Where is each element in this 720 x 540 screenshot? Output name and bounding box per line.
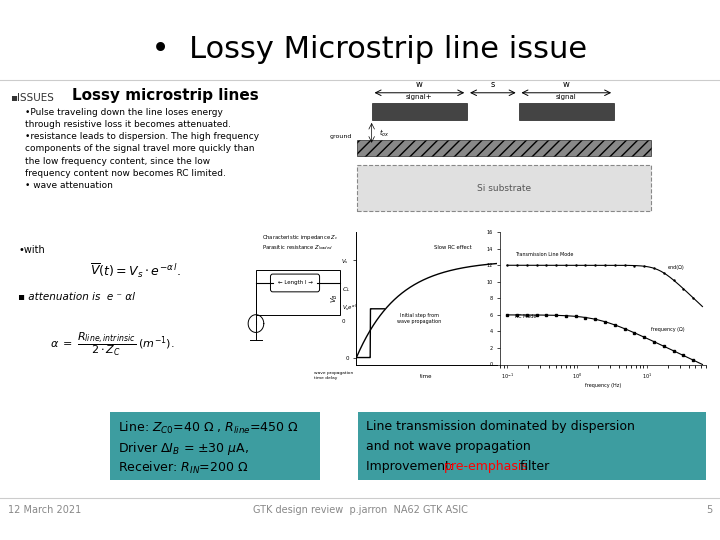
Text: •with: •with <box>18 245 45 255</box>
Text: Line transmission dominated by dispersion: Line transmission dominated by dispersio… <box>366 420 635 433</box>
FancyBboxPatch shape <box>271 274 320 292</box>
Text: $t_{ox}$: $t_{ox}$ <box>379 128 390 139</box>
Text: 5: 5 <box>706 505 712 515</box>
Text: 12 March 2021: 12 March 2021 <box>8 505 81 515</box>
Text: Improvement:: Improvement: <box>366 460 458 473</box>
Text: •Pulse traveling down the line loses energy
through resistive loss it becomes at: •Pulse traveling down the line loses ene… <box>25 108 259 190</box>
Text: Lossy microstrip lines: Lossy microstrip lines <box>71 88 258 103</box>
Text: pre-emphasis: pre-emphasis <box>444 460 529 473</box>
Text: Characteristic impedance $Z_c$: Characteristic impedance $Z_c$ <box>261 233 338 241</box>
Text: Line: $Z_{C0}$=40 $\Omega$ , $R_{line}$=450 $\Omega$: Line: $Z_{C0}$=40 $\Omega$ , $R_{line}$=… <box>118 420 299 436</box>
Bar <box>110 412 320 480</box>
Bar <box>518 103 614 120</box>
Text: Initial step from
wave propagation: Initial step from wave propagation <box>397 313 441 323</box>
Text: w: w <box>416 80 423 89</box>
Bar <box>358 412 706 480</box>
Text: ▪ISSUES: ▪ISSUES <box>10 93 54 103</box>
Text: ▪ attenuation is  e ⁻ αl: ▪ attenuation is e ⁻ αl <box>18 292 135 302</box>
Text: $C_L$: $C_L$ <box>342 285 351 294</box>
Text: Driver $\Delta I_B$ = $\pm$30 $\mu$A,: Driver $\Delta I_B$ = $\pm$30 $\mu$A, <box>118 440 249 457</box>
Text: signal: signal <box>556 94 577 100</box>
Bar <box>357 140 651 156</box>
Text: •  Lossy Microstrip line issue: • Lossy Microstrip line issue <box>132 35 588 64</box>
X-axis label: frequency (Hz): frequency (Hz) <box>585 383 621 388</box>
Text: Receiver: $R_{IN}$=200 $\Omega$: Receiver: $R_{IN}$=200 $\Omega$ <box>118 460 248 476</box>
Text: RC Mode: RC Mode <box>515 314 536 319</box>
Text: Slow RC effect: Slow RC effect <box>433 245 472 250</box>
Text: filter: filter <box>516 460 549 473</box>
Text: signal+: signal+ <box>406 94 433 100</box>
Text: ← Length l →: ← Length l → <box>278 280 312 286</box>
Text: 0: 0 <box>342 319 346 323</box>
Text: and not wave propagation: and not wave propagation <box>366 440 531 453</box>
Text: s: s <box>490 80 495 89</box>
Text: Si substrate: Si substrate <box>477 184 531 193</box>
Bar <box>357 165 651 211</box>
Text: w: w <box>563 80 570 89</box>
Text: $V_s e^{\alpha l}$: $V_s e^{\alpha l}$ <box>342 303 357 313</box>
Text: wave propagation
time delay: wave propagation time delay <box>314 372 354 380</box>
Text: $\overline{V}(t) = V_s \cdot e^{-\alpha\, l}.$: $\overline{V}(t) = V_s \cdot e^{-\alpha\… <box>90 262 181 280</box>
Text: time: time <box>420 374 433 379</box>
Y-axis label: $V_B$: $V_B$ <box>330 293 340 303</box>
Text: Parasitic resistance $Z_{loaded}$: Parasitic resistance $Z_{loaded}$ <box>261 242 333 252</box>
Text: frequency (Ω): frequency (Ω) <box>651 327 685 333</box>
Text: ground: ground <box>330 134 352 139</box>
Text: end(Ω): end(Ω) <box>668 265 685 271</box>
Text: $\alpha\;=\;\dfrac{R_{line,intrinsic}}{2\cdot Z_C}\;(m^{-1}).$: $\alpha\;=\;\dfrac{R_{line,intrinsic}}{2… <box>50 330 175 358</box>
Text: I: I <box>255 321 257 326</box>
Bar <box>256 270 340 315</box>
Text: GTK design review  p.jarron  NA62 GTK ASIC: GTK design review p.jarron NA62 GTK ASIC <box>253 505 467 515</box>
Text: Transmission Line Mode: Transmission Line Mode <box>515 252 574 257</box>
Bar <box>372 103 467 120</box>
